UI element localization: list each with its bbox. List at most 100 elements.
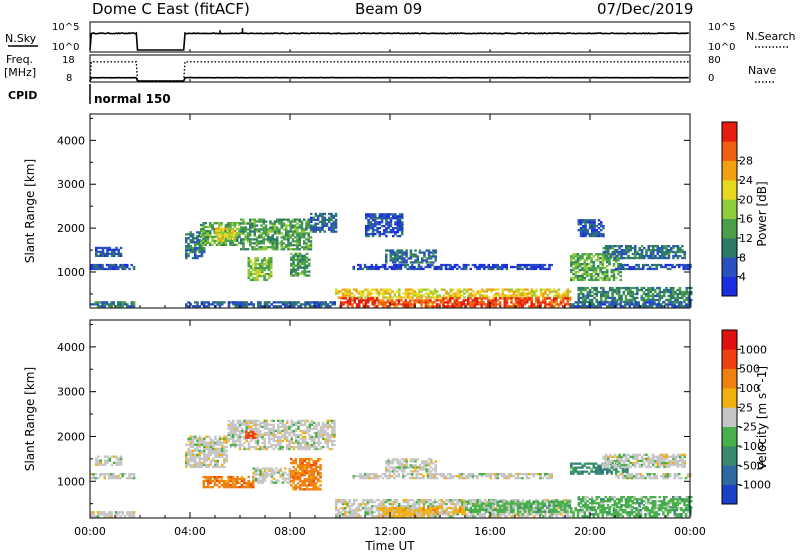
echo-cell	[555, 303, 558, 306]
echo-cell	[291, 230, 295, 233]
echo-cell	[294, 458, 297, 461]
echo-cell	[256, 443, 260, 447]
echo-cell	[516, 263, 520, 267]
echo-cell	[229, 486, 232, 489]
echo-cell	[409, 253, 413, 256]
echo-cell	[262, 238, 265, 241]
echo-cell	[643, 254, 646, 258]
colorbar-swatch	[722, 180, 737, 200]
echo-cell	[209, 231, 212, 235]
echo-cell	[198, 249, 201, 252]
echo-cell	[309, 248, 313, 251]
echo-cell	[397, 267, 400, 271]
echo-cell	[588, 253, 591, 256]
echo-cell	[209, 235, 212, 239]
echo-cell	[319, 464, 322, 467]
echo-cell	[247, 479, 250, 483]
echo-cell	[429, 515, 432, 518]
echo-cell	[219, 233, 222, 236]
echo-cell	[601, 261, 604, 264]
echo-cell	[618, 296, 621, 300]
echo-cell	[378, 213, 381, 216]
echo-cell	[572, 261, 575, 264]
echo-cell	[227, 433, 230, 437]
echo-cell	[262, 232, 265, 235]
echo-cell	[299, 421, 302, 424]
echo-cell	[292, 482, 295, 485]
echo-cell	[608, 276, 611, 280]
echo-cell	[240, 238, 243, 241]
echo-cell	[601, 267, 604, 270]
echo-cell	[357, 290, 360, 293]
echo-cell	[126, 263, 129, 267]
echo-cell	[624, 305, 627, 308]
echo-cell	[313, 301, 316, 304]
echo-cell	[478, 267, 481, 271]
echo-cell	[669, 296, 673, 300]
echo-cell	[648, 265, 652, 269]
echo-cell	[526, 292, 529, 295]
echo-cell	[582, 288, 585, 292]
echo-cell	[281, 433, 284, 437]
echo-cell	[236, 239, 239, 242]
echo-cell	[198, 231, 201, 234]
echo-cell	[99, 511, 102, 514]
echo-cell	[313, 437, 316, 441]
echo-cell	[262, 230, 265, 233]
echo-cell	[227, 437, 230, 441]
echo-cell	[395, 305, 398, 308]
echo-cell	[642, 305, 645, 308]
echo-cell	[452, 501, 455, 504]
echo-cell	[590, 272, 593, 276]
echo-cell	[326, 443, 329, 447]
echo-cell	[539, 305, 542, 308]
echo-cell	[119, 301, 122, 304]
echo-cell	[458, 499, 462, 502]
echo-cell	[418, 507, 421, 510]
echo-region-3	[185, 435, 228, 469]
echo-cell	[637, 305, 640, 308]
echo-cell	[420, 515, 423, 518]
echo-cell	[672, 294, 675, 298]
echo-cell	[115, 461, 118, 464]
echo-cell	[418, 296, 421, 299]
echo-cell	[369, 217, 372, 220]
echo-cell	[391, 303, 394, 306]
echo-cell	[308, 458, 311, 461]
echo-cell	[396, 227, 399, 230]
echo-cell	[647, 249, 650, 252]
echo-cell	[608, 263, 611, 266]
echo-cell	[242, 242, 245, 245]
echo-cell	[584, 296, 587, 300]
echo-cell	[311, 305, 314, 308]
echo-cell	[198, 239, 201, 242]
echo-cell	[185, 305, 188, 308]
echo-cell	[236, 429, 239, 433]
echo-cell	[216, 441, 219, 444]
echo-cell	[330, 214, 333, 217]
echo-cell	[400, 296, 403, 299]
echo-cell	[350, 515, 354, 518]
echo-cell	[380, 215, 384, 218]
echo-cell	[246, 234, 250, 237]
echo-cell	[443, 503, 446, 506]
echo-cell	[263, 439, 266, 443]
echo-cell	[463, 503, 466, 506]
echo-cell	[317, 433, 320, 437]
echo-cell	[305, 228, 308, 231]
echo-cell	[371, 227, 375, 230]
echo-cell	[117, 265, 120, 269]
echo-cell	[238, 423, 242, 426]
echo-cell	[303, 470, 306, 473]
echo-cell	[621, 267, 625, 271]
echo-cell	[215, 231, 218, 234]
echo-cell	[301, 480, 304, 483]
echo-cell	[265, 419, 269, 422]
echo-cell	[90, 515, 93, 518]
echo-cell	[289, 220, 292, 223]
echo-cell	[391, 301, 394, 304]
echo-cell	[254, 267, 257, 270]
echo-cell	[490, 290, 493, 293]
echo-cell	[637, 265, 640, 269]
echo-cell	[276, 226, 279, 229]
